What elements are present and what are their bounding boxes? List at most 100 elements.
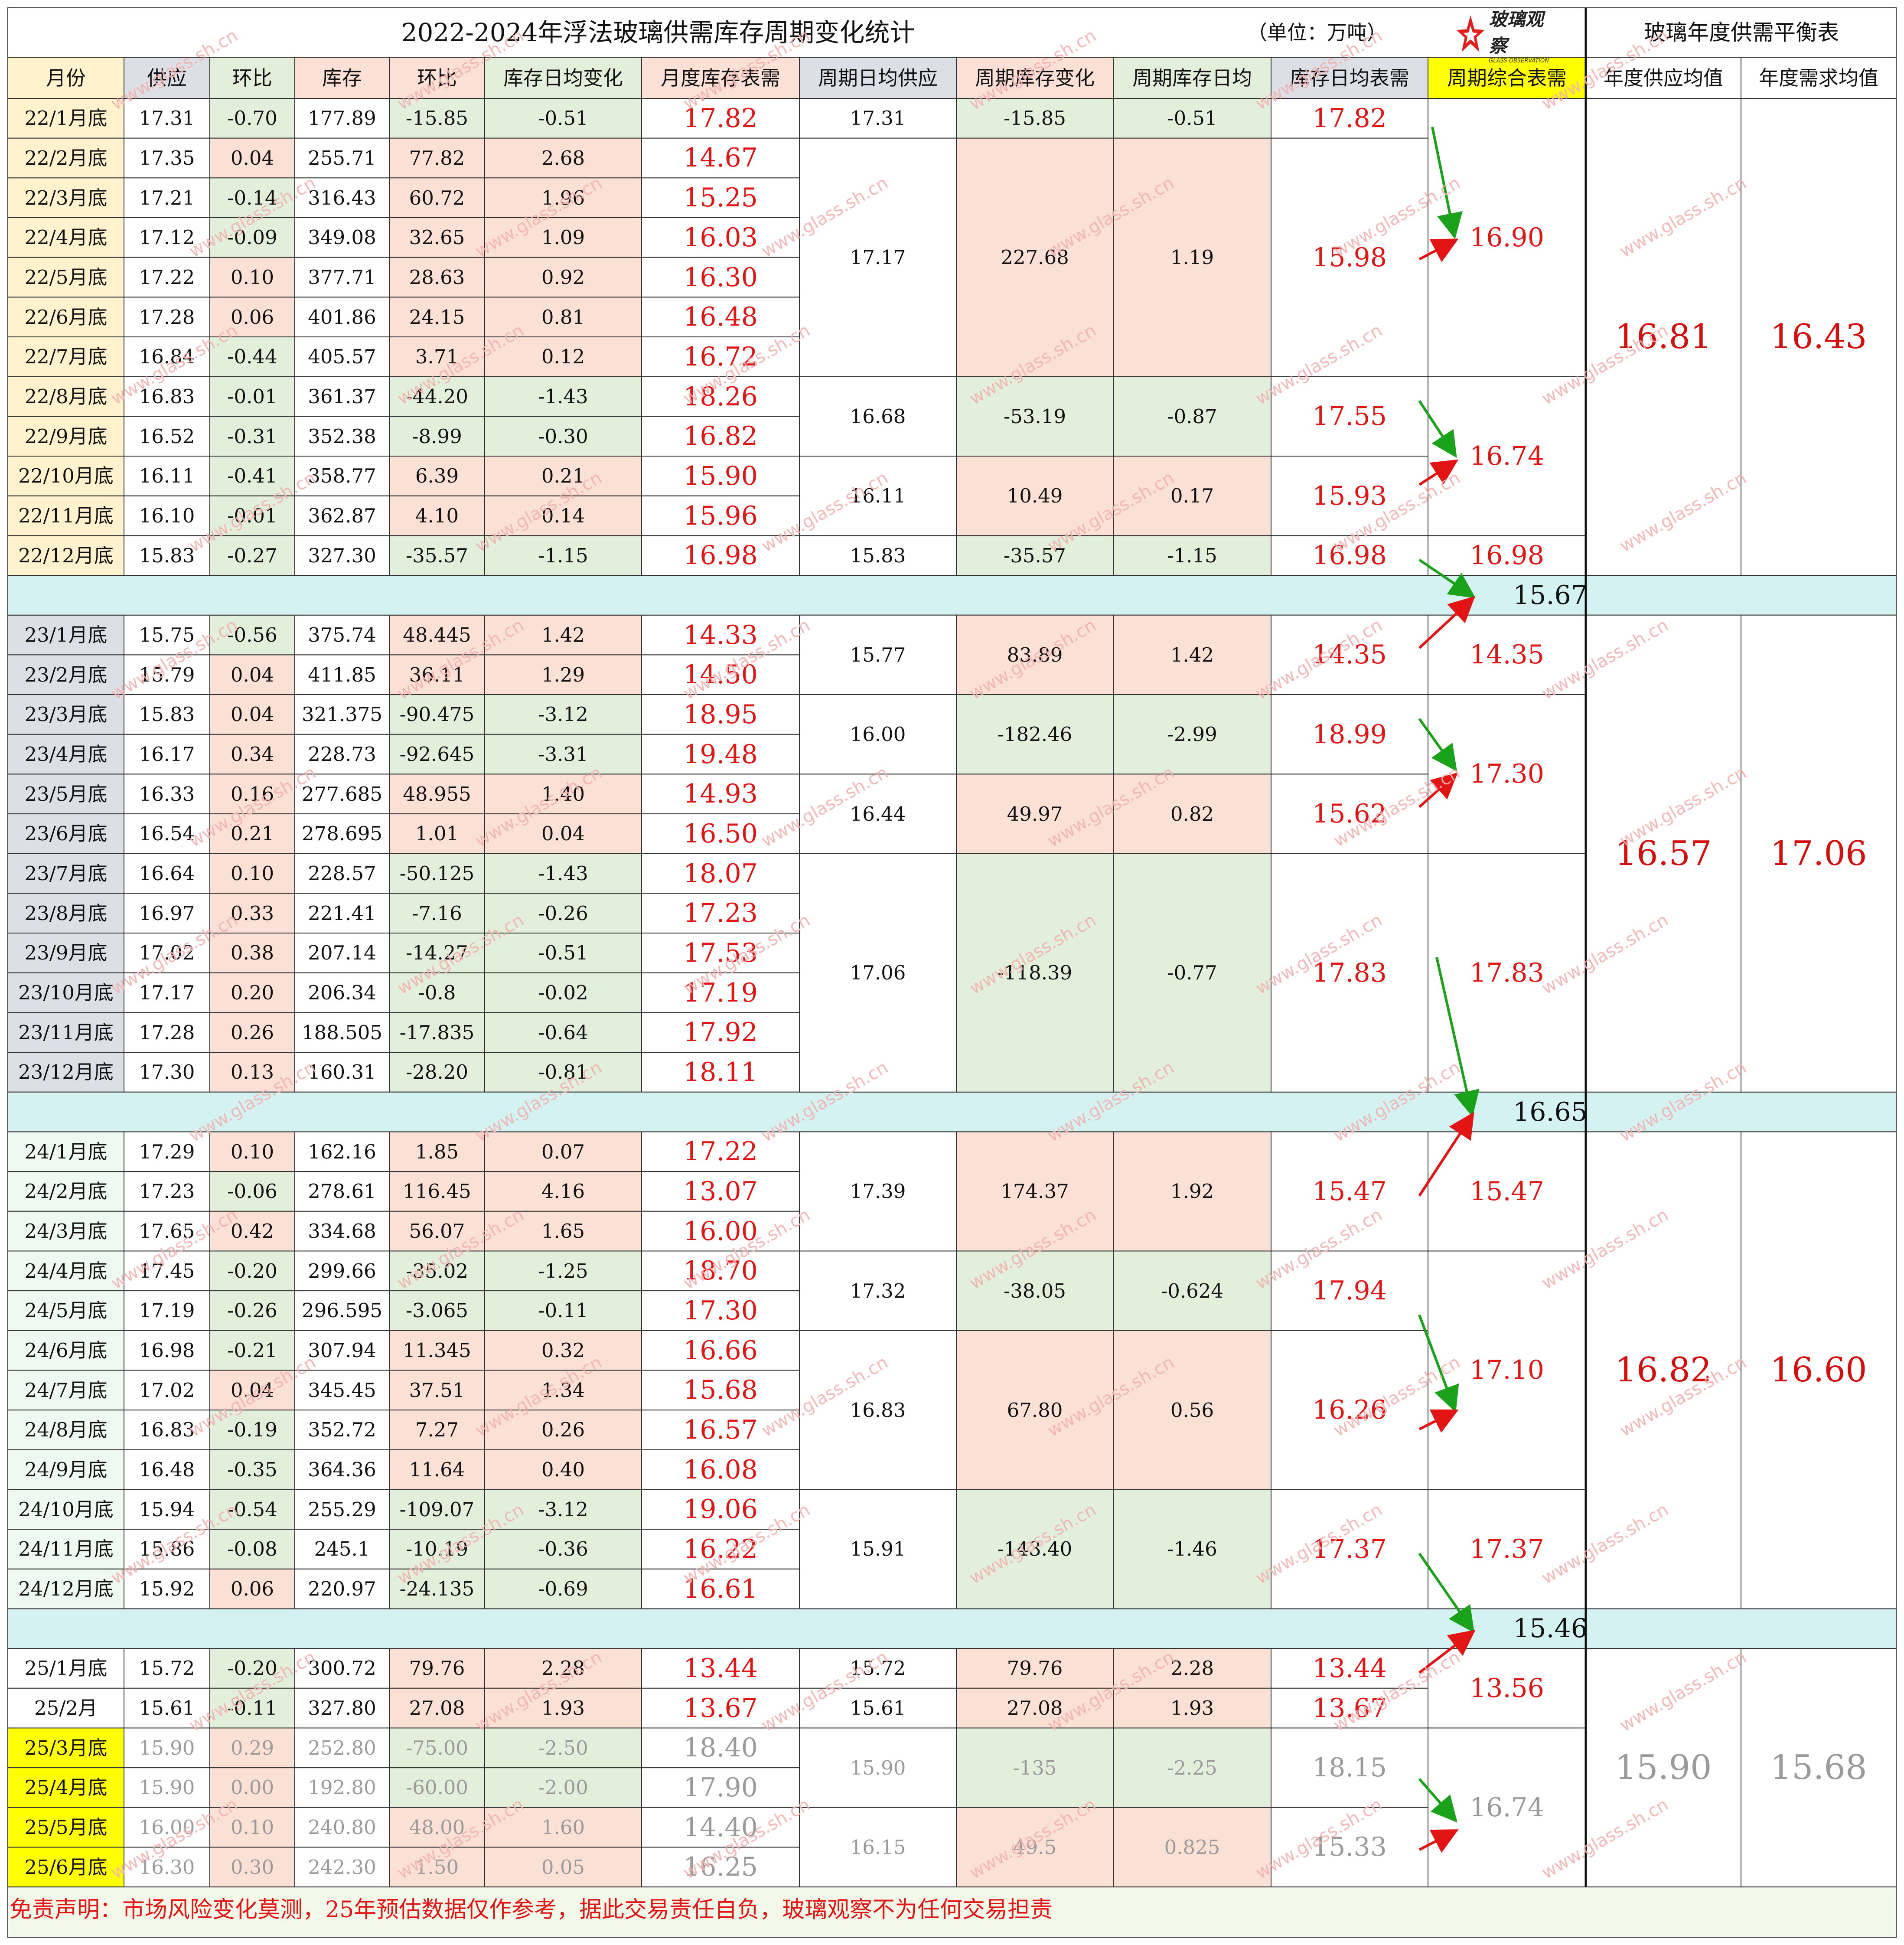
- month-cell: 0.20: [230, 981, 274, 1005]
- cell-bg: [1271, 1489, 1428, 1609]
- month-cell: 1.40: [541, 782, 585, 806]
- month-cell: 1.34: [541, 1378, 585, 1402]
- month-cell: -0.11: [227, 1697, 277, 1720]
- cell-bg: [1113, 57, 1272, 99]
- period-supply: 16.68: [850, 405, 906, 428]
- month-cell: 0.04: [230, 703, 274, 726]
- month-cell: 23/3月底: [24, 703, 108, 726]
- period-change: -143.40: [997, 1537, 1073, 1561]
- month-cell: 0.04: [230, 146, 274, 170]
- spreadsheet: 月份 供应 环比 库存 环比 库存日均变化 月度库存表需 周期日均供应 周期库存变化 周期库存日均…: [7, 7, 1897, 1938]
- cell-bg: [799, 1807, 957, 1888]
- month-cell: 23/12月底: [18, 1061, 114, 1084]
- month-cell: 17.23: [683, 898, 758, 929]
- month-cell: -35.57: [405, 544, 469, 567]
- month-cell: 0.26: [541, 1418, 585, 1442]
- period-change: -15.85: [1003, 107, 1066, 130]
- cell-bg: [389, 257, 485, 298]
- cell-bg: [7, 217, 124, 258]
- red-arrow-icon: [1418, 1630, 1476, 1674]
- green-arrow-icon: [1431, 127, 1463, 239]
- month-cell: 160.31: [308, 1061, 376, 1084]
- month-cell: 23/1月底: [24, 623, 108, 647]
- cell-bg: [1271, 1131, 1428, 1252]
- cell-bg: [641, 535, 800, 576]
- month-cell: 16.52: [139, 424, 195, 448]
- cell-bg: [484, 893, 642, 934]
- cell-bg: [484, 1250, 642, 1292]
- month-cell: 16.83: [139, 385, 195, 408]
- cell-bg: [484, 1449, 642, 1490]
- period-demand: 15.47: [1312, 1176, 1387, 1207]
- month-cell: 22/8月底: [24, 385, 108, 408]
- month-cell: 116.45: [403, 1180, 471, 1203]
- month-cell: 0.06: [230, 1577, 274, 1601]
- cell-bg: [1113, 98, 1272, 139]
- month-cell: -0.41: [227, 464, 277, 488]
- cell-bg: [389, 376, 485, 417]
- composite-demand: 16.74: [1470, 441, 1544, 472]
- cell-bg: [484, 456, 642, 496]
- cell-bg: [389, 694, 485, 735]
- month-cell: 19.48: [683, 739, 758, 770]
- cell-bg: [1741, 1131, 1897, 1609]
- cell-bg: [124, 734, 210, 775]
- month-cell: 1.01: [415, 822, 459, 845]
- month-cell: -2.00: [538, 1776, 588, 1799]
- month-cell: 27.08: [409, 1697, 465, 1720]
- month-cell: 17.02: [139, 941, 195, 965]
- month-cell: -14.27: [405, 941, 469, 965]
- cell-bg: [484, 813, 642, 854]
- month-cell: -0.81: [538, 1061, 588, 1084]
- cell-bg: [209, 535, 295, 576]
- month-cell: 22/10月底: [18, 464, 114, 488]
- month-cell: 16.97: [139, 901, 195, 925]
- cell-bg: [7, 1608, 1897, 1649]
- cell-bg: [484, 1489, 642, 1530]
- month-cell: 48.00: [409, 1816, 465, 1839]
- green-arrow-icon: [1418, 558, 1476, 598]
- cell-bg: [7, 694, 124, 735]
- month-cell: 16.33: [139, 782, 195, 806]
- cell-bg: [641, 57, 800, 99]
- month-cell: -0.21: [227, 1339, 277, 1362]
- month-cell: 349.08: [308, 226, 376, 249]
- cell-bg: [484, 972, 642, 1013]
- month-cell: 14.93: [683, 779, 758, 809]
- period-supply: 15.77: [850, 643, 906, 666]
- cell-bg: [1271, 1330, 1428, 1490]
- year-total: 15.46: [1513, 1613, 1588, 1644]
- cell-bg: [484, 1370, 642, 1411]
- month-cell: 1.09: [541, 226, 585, 249]
- cell-bg: [294, 1330, 390, 1371]
- month-cell: 14.67: [683, 143, 758, 173]
- cell-bg: [7, 336, 124, 377]
- green-arrow-icon: [1435, 957, 1480, 1117]
- month-cell: -0.19: [227, 1418, 277, 1442]
- month-cell: 60.72: [409, 186, 465, 209]
- period-daily: -0.51: [1167, 107, 1217, 130]
- period-demand: 17.83: [1312, 957, 1387, 988]
- month-cell: 17.28: [139, 305, 195, 329]
- cell-bg: [209, 1171, 295, 1212]
- month-cell: 220.97: [308, 1577, 376, 1601]
- disclaimer-bg: [7, 1886, 1897, 1938]
- cell-bg: [389, 336, 485, 377]
- month-cell: 1.60: [541, 1816, 585, 1839]
- period-supply: 15.83: [850, 544, 906, 567]
- cell-bg: [209, 1489, 295, 1530]
- cell-bg: [7, 297, 124, 338]
- month-cell: 22/5月底: [24, 266, 108, 289]
- cell-bg: [294, 773, 390, 815]
- cell-bg: [799, 773, 957, 854]
- month-cell: 18.07: [683, 858, 758, 889]
- right-title: 玻璃年度供需平衡表: [1644, 20, 1839, 45]
- cell-bg: [389, 1330, 485, 1371]
- cell-bg: [7, 575, 1897, 616]
- month-cell: 405.57: [308, 345, 376, 369]
- month-cell: 22/3月底: [24, 186, 108, 209]
- period-supply: 16.44: [850, 802, 906, 826]
- period-change: -182.46: [997, 723, 1073, 746]
- header-2: 环比: [232, 66, 272, 90]
- green-arrow-icon: [1418, 1778, 1457, 1823]
